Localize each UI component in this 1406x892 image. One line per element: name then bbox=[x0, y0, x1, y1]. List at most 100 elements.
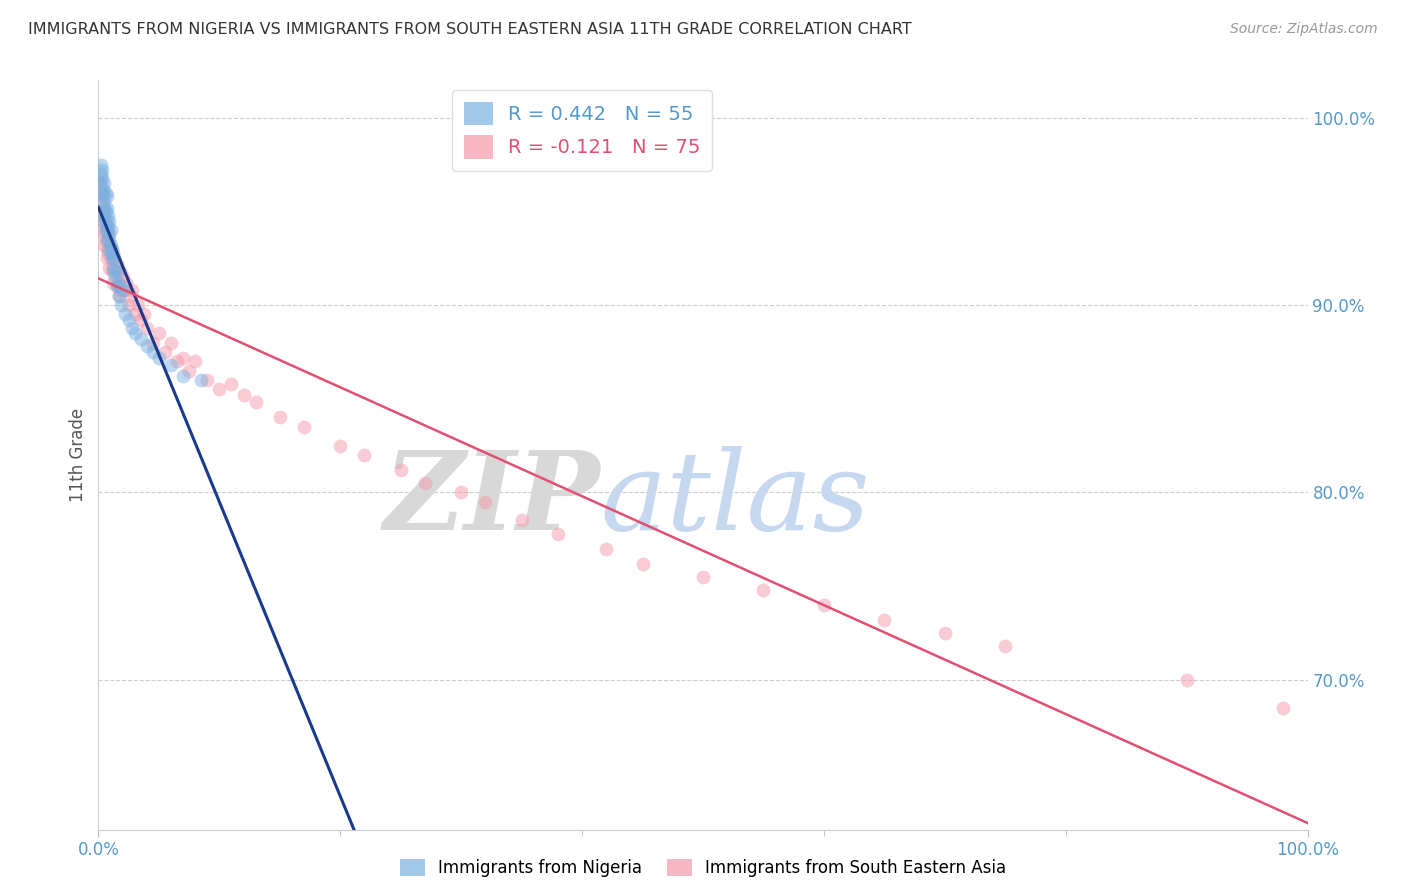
Point bbox=[994, 639, 1017, 653]
Point bbox=[96, 223, 118, 237]
Point bbox=[547, 526, 569, 541]
Point bbox=[100, 242, 122, 256]
Point bbox=[93, 195, 115, 210]
Point bbox=[105, 257, 128, 271]
Point bbox=[413, 475, 436, 490]
Point bbox=[148, 351, 170, 365]
Point bbox=[97, 232, 120, 246]
Point bbox=[108, 288, 131, 302]
Point bbox=[232, 388, 254, 402]
Point bbox=[96, 189, 118, 203]
Point bbox=[1272, 700, 1295, 714]
Point bbox=[153, 344, 176, 359]
Point bbox=[101, 260, 124, 275]
Point bbox=[93, 238, 115, 252]
Point bbox=[91, 208, 114, 222]
Point bbox=[93, 227, 115, 241]
Point bbox=[101, 260, 124, 275]
Point bbox=[90, 158, 112, 172]
Point bbox=[172, 369, 194, 384]
Point bbox=[91, 213, 114, 227]
Point bbox=[90, 195, 112, 210]
Point bbox=[89, 177, 111, 191]
Point bbox=[112, 283, 135, 297]
Text: Source: ZipAtlas.com: Source: ZipAtlas.com bbox=[1230, 22, 1378, 37]
Point bbox=[98, 242, 121, 256]
Point bbox=[97, 208, 120, 222]
Point bbox=[100, 264, 122, 278]
Point bbox=[100, 238, 122, 252]
Point bbox=[142, 335, 165, 350]
Point bbox=[353, 448, 375, 462]
Point bbox=[292, 420, 315, 434]
Point bbox=[142, 344, 165, 359]
Point bbox=[94, 219, 117, 234]
Point bbox=[129, 313, 152, 327]
Point bbox=[873, 613, 896, 627]
Point bbox=[752, 582, 775, 597]
Point bbox=[450, 485, 472, 500]
Point bbox=[100, 245, 122, 260]
Point bbox=[108, 283, 131, 297]
Legend: Immigrants from Nigeria, Immigrants from South Eastern Asia: Immigrants from Nigeria, Immigrants from… bbox=[392, 852, 1014, 884]
Point bbox=[184, 354, 207, 368]
Point bbox=[179, 364, 201, 378]
Text: IMMIGRANTS FROM NIGERIA VS IMMIGRANTS FROM SOUTH EASTERN ASIA 11TH GRADE CORRELA: IMMIGRANTS FROM NIGERIA VS IMMIGRANTS FR… bbox=[28, 22, 912, 37]
Point bbox=[114, 307, 136, 321]
Point bbox=[1175, 673, 1198, 687]
Point bbox=[107, 276, 129, 290]
Point bbox=[108, 264, 131, 278]
Point bbox=[97, 227, 120, 241]
Point bbox=[105, 279, 128, 293]
Point bbox=[101, 245, 124, 260]
Point bbox=[98, 260, 121, 275]
Point bbox=[121, 320, 143, 334]
Text: atlas: atlas bbox=[600, 446, 870, 554]
Point bbox=[813, 598, 835, 612]
Point bbox=[104, 269, 127, 284]
Point bbox=[93, 177, 115, 191]
Point bbox=[90, 186, 112, 200]
Point bbox=[195, 373, 218, 387]
Point bbox=[100, 242, 122, 256]
Point bbox=[98, 213, 121, 227]
Point bbox=[91, 182, 114, 196]
Point bbox=[208, 382, 231, 396]
Point bbox=[148, 326, 170, 341]
Point bbox=[135, 320, 157, 334]
Point bbox=[104, 264, 127, 278]
Point bbox=[120, 288, 142, 302]
Point bbox=[94, 204, 117, 219]
Point bbox=[105, 264, 128, 278]
Point bbox=[96, 201, 118, 215]
Point bbox=[94, 213, 117, 227]
Point bbox=[221, 376, 243, 391]
Point bbox=[118, 313, 141, 327]
Point bbox=[97, 219, 120, 234]
Point bbox=[96, 232, 118, 246]
Point bbox=[692, 569, 714, 583]
Point bbox=[190, 373, 212, 387]
Point bbox=[631, 557, 654, 571]
Point bbox=[91, 170, 114, 185]
Point bbox=[91, 163, 114, 178]
Point bbox=[474, 494, 496, 508]
Point bbox=[245, 395, 267, 409]
Point bbox=[110, 298, 132, 312]
Point bbox=[172, 351, 194, 365]
Point bbox=[93, 201, 115, 215]
Point bbox=[134, 307, 156, 321]
Y-axis label: 11th Grade: 11th Grade bbox=[69, 408, 87, 502]
Point bbox=[934, 626, 956, 640]
Point bbox=[96, 252, 118, 266]
Point bbox=[91, 204, 114, 219]
Point bbox=[124, 307, 146, 321]
Point bbox=[100, 252, 122, 266]
Point bbox=[96, 242, 118, 256]
Point bbox=[108, 279, 131, 293]
Point bbox=[101, 276, 124, 290]
Point bbox=[98, 232, 121, 246]
Point bbox=[103, 264, 125, 278]
Point bbox=[269, 410, 291, 425]
Point bbox=[118, 298, 141, 312]
